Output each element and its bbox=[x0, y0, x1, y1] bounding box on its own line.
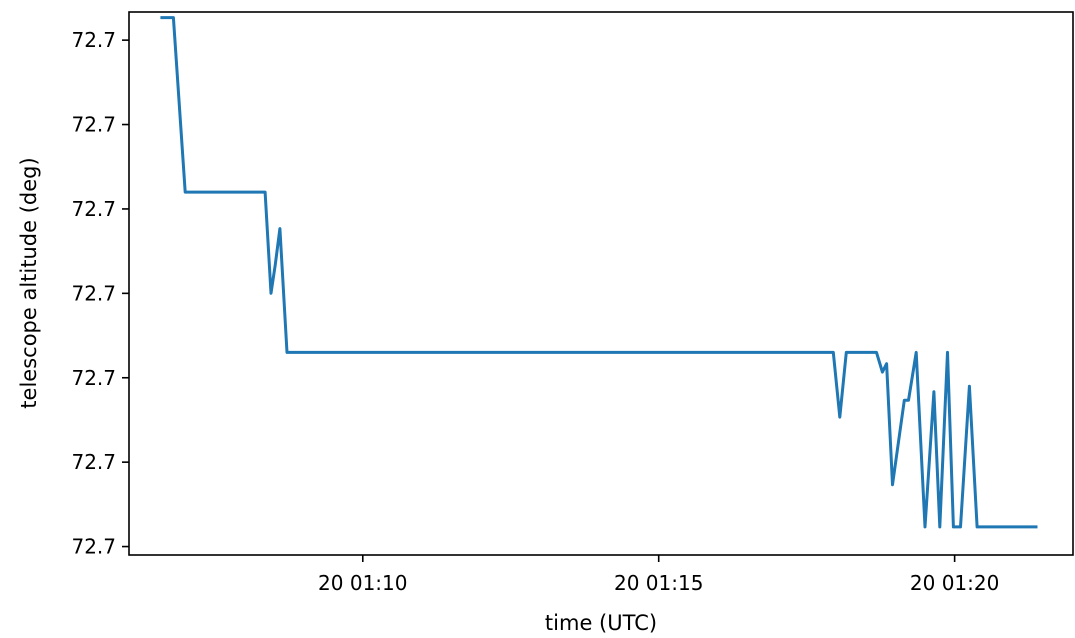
x-axis-label: time (UTC) bbox=[545, 611, 657, 635]
y-tick-label: 72.7 bbox=[71, 197, 116, 221]
y-tick-label: 72.7 bbox=[71, 450, 116, 474]
y-tick-label: 72.7 bbox=[71, 535, 116, 559]
series-line bbox=[160, 16, 1038, 529]
x-tick-label: 20 01:10 bbox=[318, 571, 407, 595]
x-axis-ticks: 20 01:10 20 01:15 20 01:20 bbox=[318, 555, 999, 595]
y-axis-ticks: 72.7 72.7 72.7 72.7 72.7 72.7 72.7 bbox=[71, 28, 129, 559]
y-tick-label: 72.7 bbox=[71, 366, 116, 390]
y-axis-label: telescope altitude (deg) bbox=[17, 157, 41, 408]
x-tick-label: 20 01:15 bbox=[614, 571, 703, 595]
y-tick-label: 72.7 bbox=[71, 113, 116, 137]
plot-frame bbox=[128, 11, 1074, 556]
y-tick-label: 72.7 bbox=[71, 28, 116, 52]
x-tick-label: 20 01:20 bbox=[910, 571, 999, 595]
plot-area bbox=[160, 16, 1038, 529]
y-tick-label: 72.7 bbox=[71, 281, 116, 305]
